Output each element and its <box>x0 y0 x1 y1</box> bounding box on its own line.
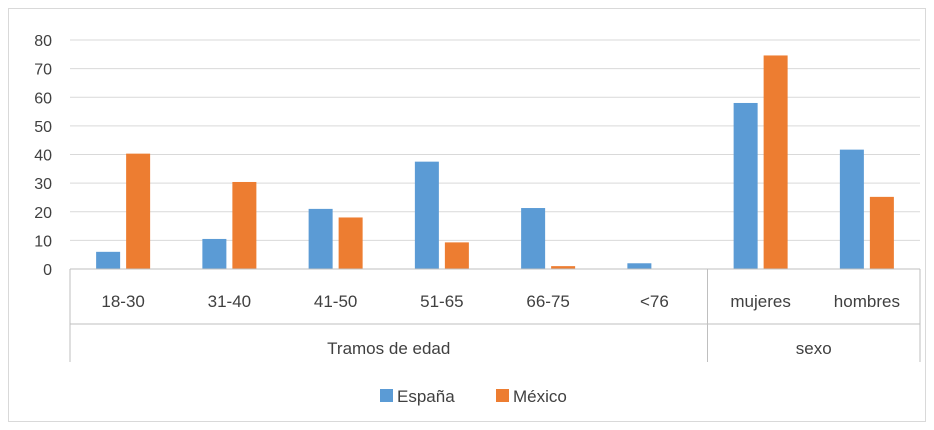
bar-mexico <box>551 266 576 269</box>
bars <box>96 55 894 269</box>
bar-mexico <box>338 217 363 269</box>
gridlines <box>70 39 920 270</box>
legend: España México <box>380 387 567 406</box>
x-tick-label: 66-75 <box>526 292 569 311</box>
group-label: sexo <box>796 339 832 358</box>
bar-mexico <box>444 242 469 269</box>
y-axis: 0 10 20 30 40 50 60 70 80 <box>34 33 52 279</box>
x-tick-label: 51-65 <box>420 292 463 311</box>
y-tick-label: 10 <box>34 233 52 250</box>
y-tick-label: 20 <box>34 205 52 222</box>
bar-espana <box>733 102 758 269</box>
bar-espana <box>521 208 546 269</box>
bar-mexico <box>232 181 257 269</box>
bar-mexico <box>763 55 788 269</box>
x-tick-label: mujeres <box>730 292 790 311</box>
y-tick-label: 30 <box>34 176 52 193</box>
y-tick-label: 40 <box>34 148 52 165</box>
x-tick-label: hombres <box>834 292 900 311</box>
legend-label: México <box>513 387 567 406</box>
legend-swatch <box>496 389 509 402</box>
legend-label: España <box>397 387 455 406</box>
x-tick-label: 31-40 <box>208 292 251 311</box>
x-tick-label: 41-50 <box>314 292 357 311</box>
x-axis: 18-30 31-40 41-50 51-65 66-75 <76 mujeres hombr… <box>69 268 921 362</box>
bar-espana <box>96 251 121 269</box>
group-label: Tramos de edad <box>327 339 450 358</box>
bar-espana <box>627 263 652 269</box>
y-tick-label: 50 <box>34 119 52 136</box>
bar-espana <box>202 238 227 269</box>
legend-swatch <box>380 389 393 402</box>
y-tick-label: 70 <box>34 62 52 79</box>
bar-espana <box>839 149 864 269</box>
y-tick-label: 60 <box>34 90 52 107</box>
y-tick-label: 80 <box>34 33 52 50</box>
bar-espana <box>308 208 333 269</box>
x-tick-label: <76 <box>640 292 669 311</box>
bar-espana <box>414 161 439 269</box>
bar-mexico <box>869 196 894 269</box>
x-tick-label: 18-30 <box>101 292 144 311</box>
y-tick-label: 0 <box>43 262 52 279</box>
bar-mexico <box>126 153 151 269</box>
